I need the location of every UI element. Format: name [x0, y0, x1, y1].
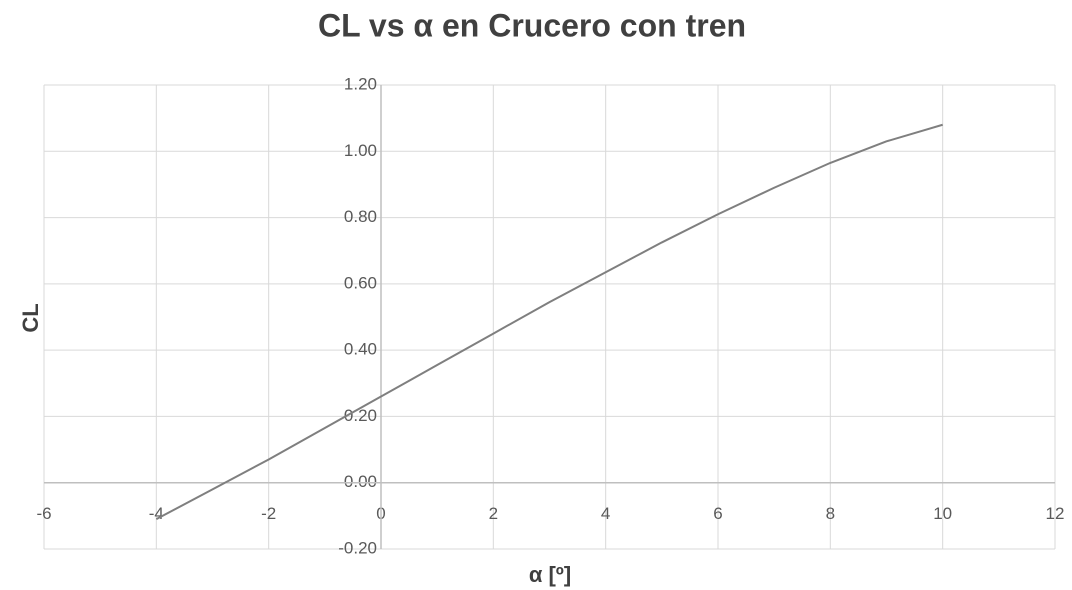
- x-tick-label: -2: [261, 504, 276, 523]
- x-axis-title: α [º]: [529, 562, 571, 587]
- x-tick-label: -4: [149, 504, 164, 523]
- y-tick-label: -0.20: [338, 538, 377, 557]
- x-tick-label: 10: [933, 504, 952, 523]
- y-tick-label: 0.80: [344, 207, 377, 226]
- x-tick-label: 4: [601, 504, 610, 523]
- y-tick-label: 0.60: [344, 273, 377, 292]
- y-tick-label: 0.40: [344, 340, 377, 359]
- x-tick-label: 6: [713, 504, 722, 523]
- y-tick-label: 0.00: [344, 472, 377, 491]
- chart-title: CL vs α en Crucero con tren: [318, 7, 746, 43]
- y-tick-label: 1.00: [344, 141, 377, 160]
- x-tick-label: -6: [36, 504, 51, 523]
- y-axis-title: CL: [18, 303, 43, 332]
- y-tick-label: 1.20: [344, 74, 377, 93]
- x-tick-label: 2: [489, 504, 498, 523]
- x-tick-label: 12: [1046, 504, 1065, 523]
- y-tick-label: 0.20: [344, 406, 377, 425]
- data-line: [155, 123, 943, 521]
- x-tick-label: 8: [826, 504, 835, 523]
